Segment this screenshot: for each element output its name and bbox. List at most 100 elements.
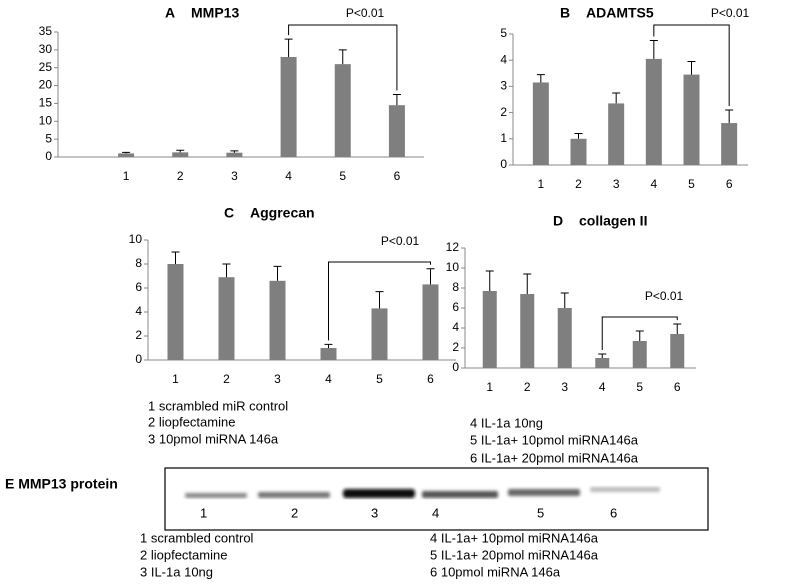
x-tick-label: 3 [231,169,238,183]
y-tick-label: 0 [500,157,507,171]
x-tick-label: 5 [376,372,383,386]
error-bar [485,270,494,291]
y-tick-label: 25 [39,60,53,74]
error-bar [560,292,569,308]
bar [532,82,549,165]
error-bar [635,330,644,341]
bar [172,152,189,157]
error-bar [122,151,131,154]
x-tick-label: 6 [726,177,733,191]
annotation: P<0.01 [346,6,385,20]
error-bar [612,92,621,104]
blot-band [422,491,498,498]
y-tick-label: 10 [446,260,460,274]
y-tick-label: 30 [39,42,53,56]
blot-band [185,493,247,498]
x-tick-label: 5 [636,380,643,394]
x-tick-label: 3 [274,372,281,386]
x-tick-label: 1 [172,372,179,386]
chart-title: ADAMTS5 [586,5,654,21]
error-bar [324,343,333,348]
error-bar [338,49,347,65]
x-tick-label: 3 [613,177,620,191]
x-tick-label: 5 [339,169,346,183]
chart-title: collagen II [579,213,647,229]
blot-bands [185,487,660,498]
y-tick-label: 8 [452,280,459,294]
x-tick-label: 6 [394,169,401,183]
error-bar [222,263,231,278]
y-tick-label: 6 [452,300,459,314]
legend-text: 2 liopfectamine [148,414,235,429]
error-bar [598,353,607,358]
bar [422,284,439,360]
y-tick-label: 35 [39,24,53,38]
lane-label: 1 [200,505,207,520]
bar [608,103,625,165]
bar [595,358,610,368]
y-tick-label: 5 [45,131,52,145]
bar [520,294,535,368]
error-bar [673,323,682,334]
panel-letter: C [224,205,234,221]
x-tick-label: 3 [561,380,568,394]
chart-title: MMP13 [191,5,239,21]
lane-label: 3 [371,505,378,520]
lane-label: 2 [291,505,298,520]
error-bar [171,251,180,264]
y-tick-label: 20 [39,78,53,92]
x-tick-label: 4 [650,177,657,191]
y-tick-label: 4 [135,304,142,318]
error-bar [536,74,545,83]
bar [388,105,405,157]
x-tick-label: 4 [285,169,292,183]
significance-bracket [601,316,678,350]
legend-text: 3 10pmol miRNA 146a [148,431,279,446]
y-tick-label: 12 [446,240,460,254]
bar [218,277,235,360]
y-tick-label: 1 [500,131,507,145]
y-tick-label: 0 [452,360,459,374]
x-tick-label: 6 [427,372,434,386]
y-tick-label: 5 [500,26,507,40]
significance-bracket [328,261,431,341]
blot-band [343,489,415,498]
x-tick-label: 1 [123,169,130,183]
bar [371,308,388,360]
bar [118,153,135,157]
y-tick-label: 10 [39,113,53,127]
blot-band [258,492,330,498]
bar [320,348,337,360]
error-bar [574,133,583,139]
error-bar [523,273,532,294]
bar [280,57,297,157]
legend-text: 4 IL-1a 10ng [470,415,543,430]
blot-band [590,487,660,492]
bar [721,123,738,165]
y-tick-label: 0 [135,352,142,366]
x-tick-label: 2 [223,372,230,386]
bar [670,334,685,368]
x-tick-label: 1 [486,380,493,394]
error-bar [176,149,185,153]
bar [632,341,647,368]
y-tick-label: 15 [39,96,53,110]
bar [683,74,700,165]
y-tick-label: 10 [129,232,143,246]
x-tick-label: 2 [575,177,582,191]
legend-text: 1 scrambled control [140,530,254,545]
lane-label: 4 [432,505,439,520]
y-tick-label: 2 [452,340,459,354]
error-bar [649,40,658,59]
x-tick-label: 2 [177,169,184,183]
chart-title: Aggrecan [250,205,315,221]
error-bar [392,94,401,106]
error-bar [426,268,435,285]
error-bar [725,109,734,124]
error-bar [687,61,696,75]
significance-bracket [653,24,730,106]
bar [226,152,243,157]
y-tick-label: 4 [452,320,459,334]
blot-band [508,489,580,496]
